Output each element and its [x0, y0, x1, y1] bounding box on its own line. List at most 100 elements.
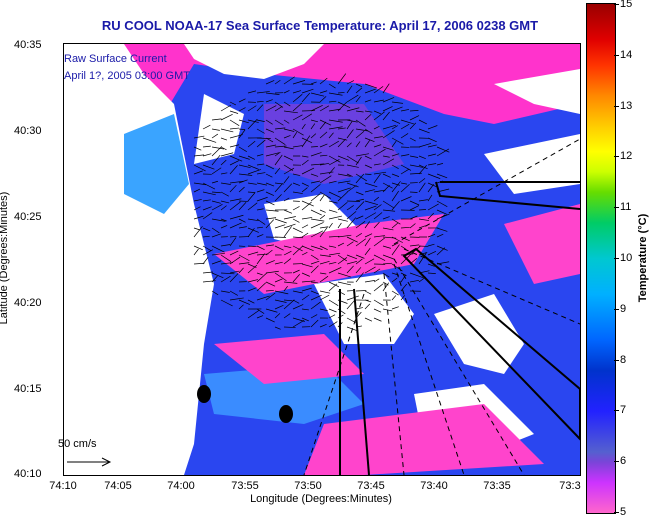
current-vector [265, 249, 273, 256]
current-vector [427, 263, 435, 267]
buoy-marker[interactable] [279, 405, 293, 423]
current-vector [238, 119, 249, 124]
current-vector [319, 121, 327, 130]
x-axis-label: Longitude (Degrees:Minutes) [250, 493, 392, 505]
current-vector [418, 165, 427, 175]
current-vector [229, 119, 240, 126]
current-vector [319, 143, 328, 148]
temperature-colorbar [586, 3, 616, 514]
current-vector [382, 130, 395, 139]
current-vector [247, 310, 260, 319]
current-vector [355, 221, 366, 229]
current-vector [391, 182, 400, 186]
current-vector [310, 260, 320, 265]
current-vector [346, 236, 358, 243]
current-vector [229, 134, 243, 139]
current-vector [274, 261, 283, 265]
land-north [184, 44, 324, 79]
current-vector [319, 131, 328, 139]
current-vector [292, 94, 303, 103]
current-vector [301, 200, 314, 207]
current-vector [202, 137, 217, 143]
current-vector [256, 315, 264, 319]
current-vector [409, 245, 421, 256]
current-vector [391, 306, 399, 310]
current-vector [418, 252, 427, 265]
current-vector [328, 299, 339, 307]
current-vector [292, 269, 300, 274]
current-vector [220, 275, 231, 283]
current-vector [319, 105, 330, 112]
current-vector [427, 203, 439, 211]
current-vector [220, 104, 232, 112]
current-vector [436, 146, 450, 153]
current-vector [238, 173, 253, 176]
current-vector [328, 235, 340, 238]
current-vector [364, 280, 376, 283]
current-vector [319, 290, 331, 294]
current-vector [337, 272, 352, 278]
cloud-patch [484, 134, 580, 194]
current-vector [274, 278, 283, 283]
survey-box-diagonal [402, 247, 580, 441]
current-vector [256, 91, 270, 94]
current-vector [364, 128, 373, 134]
current-vector [391, 244, 400, 256]
current-vector [328, 281, 340, 288]
current-vector [382, 254, 396, 260]
current-vector [436, 209, 448, 215]
current-vector [373, 268, 381, 274]
current-vector [292, 114, 303, 121]
current-vector [310, 218, 325, 222]
current-vector [373, 144, 382, 148]
buoy-marker[interactable] [197, 385, 211, 403]
sst-map[interactable] [63, 43, 581, 476]
current-vector [337, 138, 346, 148]
current-vector [256, 272, 268, 283]
current-vector [337, 322, 343, 328]
current-vector [283, 226, 292, 238]
current-vector [319, 245, 328, 251]
current-vector [283, 155, 294, 161]
current-vector [400, 245, 407, 250]
current-vector [292, 128, 304, 136]
current-vector [391, 218, 401, 225]
current-vector [319, 90, 328, 94]
current-vector [310, 119, 319, 123]
current-vector [400, 274, 407, 283]
current-vector [310, 222, 324, 229]
current-vector [292, 173, 301, 176]
current-vector [319, 77, 328, 85]
colorbar-tick-mark [614, 258, 619, 259]
current-vector [337, 290, 346, 295]
current-vector [301, 201, 312, 211]
current-vector [409, 244, 420, 247]
current-vector [409, 205, 420, 211]
current-vector [301, 92, 311, 103]
current-vector [328, 215, 342, 220]
current-vector [391, 242, 399, 247]
current-vector [301, 245, 314, 252]
current-vector [319, 323, 327, 328]
current-vector [355, 198, 364, 202]
current-vector [247, 140, 256, 148]
current-vector [400, 196, 412, 202]
current-vector [328, 261, 337, 265]
current-vector [247, 245, 257, 247]
current-vector [229, 155, 243, 162]
current-vector [202, 145, 211, 148]
current-vector [328, 108, 341, 112]
current-vector [310, 105, 323, 112]
colorbar-tick-mark [614, 512, 619, 513]
current-vector [283, 101, 291, 107]
current-vector [400, 182, 408, 185]
current-vector [229, 160, 240, 166]
current-vector [328, 252, 341, 256]
current-vector [292, 227, 303, 233]
current-vector [301, 308, 309, 311]
current-vector [391, 137, 404, 145]
current-vector [211, 200, 221, 204]
current-vector [427, 137, 437, 143]
current-vector [328, 155, 341, 163]
current-vector [238, 128, 246, 130]
